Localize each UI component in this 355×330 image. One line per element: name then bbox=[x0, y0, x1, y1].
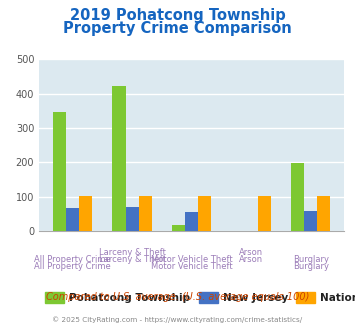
Bar bbox=[304, 212, 317, 231]
Text: Compared to U.S. average. (U.S. average equals 100): Compared to U.S. average. (U.S. average … bbox=[46, 292, 309, 302]
Bar bbox=[126, 207, 139, 231]
Bar bbox=[185, 212, 198, 231]
Text: Property Crime Comparison: Property Crime Comparison bbox=[63, 21, 292, 36]
Bar bbox=[291, 163, 304, 231]
Bar bbox=[317, 196, 331, 231]
Text: All Property Crime: All Property Crime bbox=[34, 255, 111, 264]
Bar bbox=[139, 196, 152, 231]
Bar bbox=[79, 196, 92, 231]
Text: All Property Crime: All Property Crime bbox=[34, 262, 111, 271]
Bar bbox=[258, 196, 271, 231]
Text: Larceny & Theft: Larceny & Theft bbox=[99, 248, 165, 257]
Text: Arson: Arson bbox=[239, 248, 263, 257]
Bar bbox=[66, 208, 79, 231]
Text: © 2025 CityRating.com - https://www.cityrating.com/crime-statistics/: © 2025 CityRating.com - https://www.city… bbox=[53, 317, 302, 323]
Bar bbox=[198, 196, 211, 231]
Text: Burglary: Burglary bbox=[293, 255, 329, 264]
Bar bbox=[113, 86, 126, 231]
Text: 2019 Pohatcong Township: 2019 Pohatcong Township bbox=[70, 8, 285, 23]
Text: Larceny & Theft: Larceny & Theft bbox=[99, 255, 165, 264]
Bar bbox=[53, 112, 66, 231]
Legend: Pohatcong Township, New Jersey, National: Pohatcong Township, New Jersey, National bbox=[41, 288, 355, 307]
Text: Arson: Arson bbox=[239, 255, 263, 264]
Text: Motor Vehicle Theft: Motor Vehicle Theft bbox=[151, 262, 233, 271]
Text: Motor Vehicle Theft: Motor Vehicle Theft bbox=[151, 255, 233, 264]
Bar bbox=[172, 225, 185, 231]
Text: Burglary: Burglary bbox=[293, 262, 329, 271]
